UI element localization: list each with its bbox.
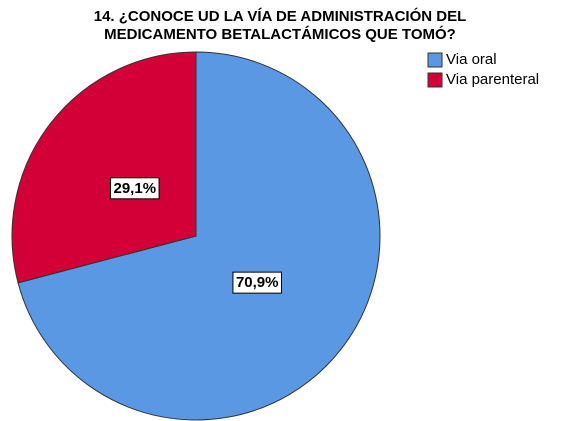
- chart-title: 14. ¿CONOCE UD LA VÍA DE ADMINISTRACIÓN …: [94, 7, 467, 25]
- data-label-box: [232, 271, 282, 294]
- legend-swatch: [427, 52, 443, 68]
- legend-swatch: [427, 72, 443, 88]
- legend-label: Via oral: [446, 51, 497, 68]
- chart-title: MEDICAMENTO BETALACTÁMICOS QUE TOMÓ?: [104, 25, 456, 43]
- pie-slice: [11, 51, 197, 284]
- data-label: 29,1%: [114, 180, 157, 197]
- legend-label: Via parenteral: [446, 71, 539, 88]
- data-label: 70,9%: [236, 274, 279, 291]
- pie-slice: [17, 51, 381, 421]
- data-label-box: [110, 177, 160, 200]
